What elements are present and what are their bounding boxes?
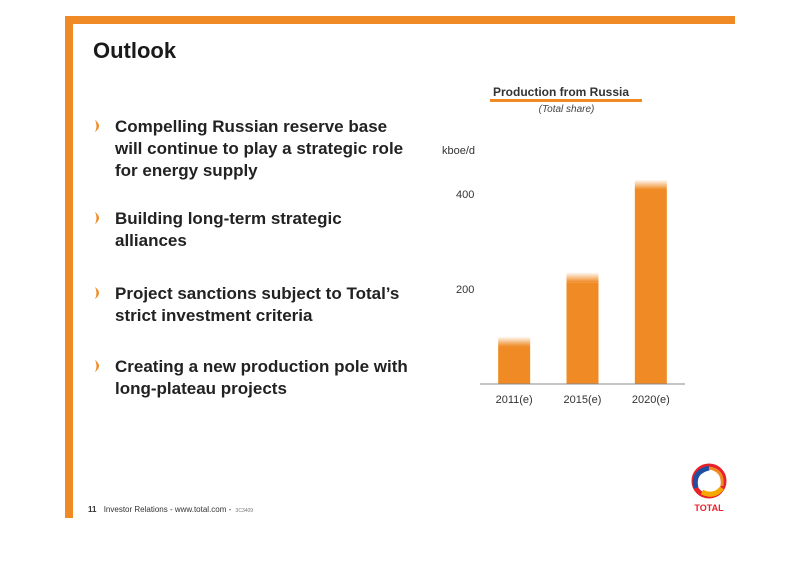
bullet-item: Creating a new production pole with long… bbox=[95, 356, 415, 400]
bar-2015(e) bbox=[566, 282, 599, 384]
bar-fade-2020(e) bbox=[634, 179, 667, 190]
footer-text: Investor Relations - www.total.com - bbox=[103, 505, 232, 514]
bullet-text: Project sanctions subject to Total’s str… bbox=[115, 284, 400, 325]
left-accent-bar bbox=[65, 16, 73, 518]
total-logo: TOTAL bbox=[691, 463, 727, 513]
y-tick-label: 400 bbox=[456, 189, 474, 201]
logo-wordmark: TOTAL bbox=[694, 503, 724, 513]
footer: 11 Investor Relations - www.total.com - … bbox=[88, 505, 253, 514]
bullet-arrow-icon bbox=[95, 120, 99, 132]
bar-fade-2011(e) bbox=[498, 336, 531, 347]
page-title: Outlook bbox=[93, 38, 177, 63]
bar-2020(e) bbox=[634, 189, 667, 384]
x-tick-label: 2020(e) bbox=[632, 394, 670, 406]
bar-2011(e) bbox=[498, 346, 531, 384]
bullet-arrow-icon bbox=[95, 287, 99, 299]
chart-title-underline bbox=[490, 99, 642, 102]
bullet-text: Building long-term strategic alliances bbox=[115, 209, 342, 250]
footer-code: 3C3409 bbox=[235, 508, 254, 514]
x-tick-label: 2011(e) bbox=[496, 394, 533, 406]
production-bar-chart: kboe/d 200 400 2011(e) 2015(e) 2020(e) bbox=[442, 145, 685, 406]
bullet-arrow-icon bbox=[95, 212, 99, 224]
page-number: 11 bbox=[88, 505, 97, 514]
bullet-item: Project sanctions subject to Total’s str… bbox=[95, 283, 415, 327]
bar-fade-2015(e) bbox=[566, 272, 599, 283]
y-tick-label: 200 bbox=[456, 284, 474, 296]
chart-title: Production from Russia bbox=[493, 85, 630, 99]
bullet-item: Building long-term strategic alliances bbox=[95, 208, 415, 252]
y-axis-label: kboe/d bbox=[442, 145, 475, 157]
top-accent-bar bbox=[65, 16, 735, 24]
bullet-item: Compelling Russian reserve base will con… bbox=[95, 116, 415, 182]
bullet-arrow-icon bbox=[95, 360, 99, 372]
bullet-text: Creating a new production pole with long… bbox=[115, 357, 408, 398]
chart-subtitle: (Total share) bbox=[538, 104, 595, 115]
bullet-text: Compelling Russian reserve base will con… bbox=[115, 117, 404, 180]
x-tick-label: 2015(e) bbox=[564, 394, 602, 406]
